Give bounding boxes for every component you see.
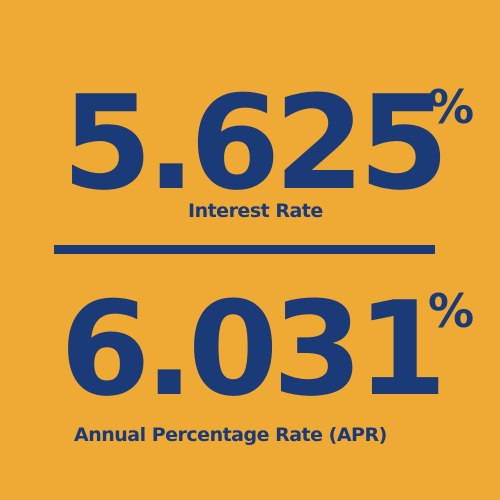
interest-rate-value: 5.625 <box>62 67 449 219</box>
interest-rate-label: Interest Rate <box>188 200 323 222</box>
apr-label: Annual Percentage Rate (APR) <box>74 424 387 446</box>
divider <box>54 245 435 254</box>
interest-rate-percent-sign: % <box>428 80 475 134</box>
apr-value: 6.031 <box>60 273 447 425</box>
apr-percent-sign: % <box>428 284 475 338</box>
